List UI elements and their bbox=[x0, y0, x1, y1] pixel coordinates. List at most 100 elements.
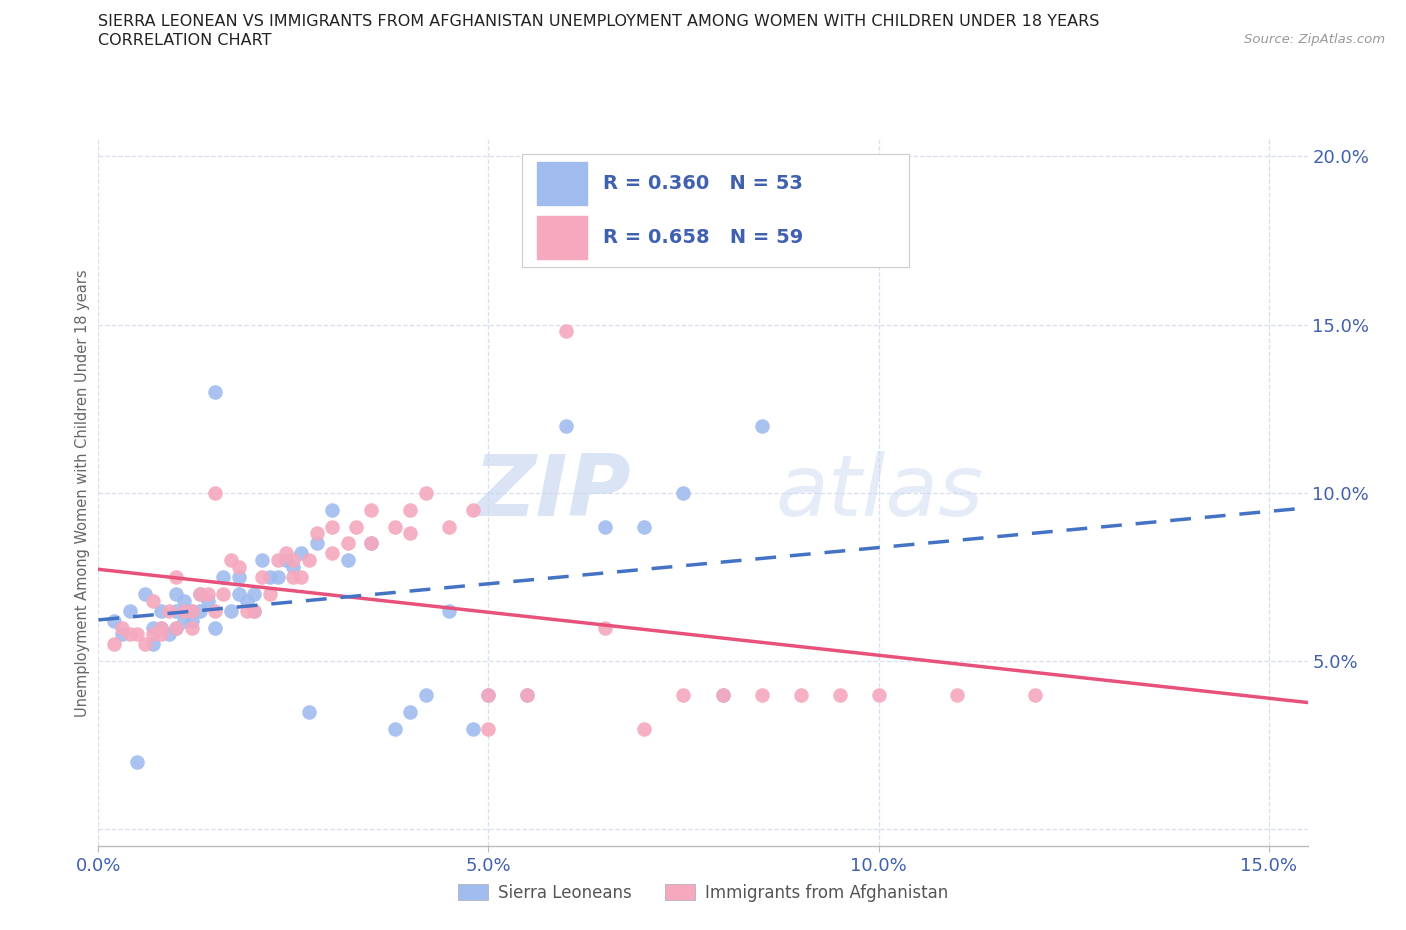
Point bbox=[555, 418, 578, 433]
Point bbox=[188, 587, 211, 602]
Text: CORRELATION CHART: CORRELATION CHART bbox=[98, 33, 271, 47]
Y-axis label: Unemployment Among Women with Children Under 18 years: Unemployment Among Women with Children U… bbox=[75, 269, 90, 717]
Point bbox=[283, 552, 305, 567]
Point bbox=[439, 604, 461, 618]
Point bbox=[305, 536, 328, 551]
Point bbox=[228, 587, 250, 602]
Point bbox=[321, 502, 343, 517]
Point bbox=[461, 721, 484, 736]
Point bbox=[399, 704, 422, 719]
Point bbox=[142, 637, 165, 652]
Point bbox=[672, 687, 695, 702]
Point bbox=[173, 604, 195, 618]
Point bbox=[415, 687, 437, 702]
Point bbox=[212, 587, 235, 602]
Point bbox=[477, 687, 499, 702]
Point bbox=[219, 604, 242, 618]
Point bbox=[274, 546, 297, 561]
Text: Source: ZipAtlas.com: Source: ZipAtlas.com bbox=[1244, 33, 1385, 46]
Point bbox=[344, 519, 367, 534]
Point bbox=[267, 569, 290, 584]
Bar bbox=[537, 216, 588, 259]
Point bbox=[243, 587, 266, 602]
Point bbox=[157, 604, 180, 618]
Point bbox=[204, 620, 226, 635]
Point bbox=[633, 721, 655, 736]
Point bbox=[165, 620, 187, 635]
Point bbox=[477, 721, 499, 736]
Point bbox=[127, 627, 149, 642]
Legend: Sierra Leoneans, Immigrants from Afghanistan: Sierra Leoneans, Immigrants from Afghani… bbox=[451, 877, 955, 909]
Point bbox=[633, 519, 655, 534]
Point bbox=[197, 593, 219, 608]
Point bbox=[235, 593, 257, 608]
Point bbox=[188, 587, 211, 602]
Point bbox=[165, 604, 187, 618]
Point bbox=[252, 569, 274, 584]
Point bbox=[127, 755, 149, 770]
Text: R = 0.658   N = 59: R = 0.658 N = 59 bbox=[603, 228, 803, 246]
Point bbox=[204, 485, 226, 500]
Point bbox=[212, 569, 235, 584]
Point bbox=[1024, 687, 1046, 702]
Point bbox=[337, 552, 360, 567]
Point bbox=[298, 552, 321, 567]
Point bbox=[149, 620, 172, 635]
Point bbox=[337, 536, 360, 551]
Point bbox=[290, 546, 312, 561]
Point bbox=[165, 569, 187, 584]
Point bbox=[118, 627, 141, 642]
Point bbox=[111, 620, 134, 635]
Point bbox=[142, 620, 165, 635]
Point bbox=[321, 546, 343, 561]
Point bbox=[173, 593, 195, 608]
Point bbox=[149, 627, 172, 642]
Point bbox=[439, 519, 461, 534]
Point bbox=[399, 525, 422, 540]
Text: atlas: atlas bbox=[776, 451, 984, 535]
Point bbox=[149, 620, 172, 635]
Point bbox=[181, 604, 204, 618]
Point bbox=[267, 552, 290, 567]
Point bbox=[197, 587, 219, 602]
Point bbox=[243, 604, 266, 618]
Point bbox=[283, 560, 305, 575]
Point bbox=[828, 687, 851, 702]
Point bbox=[461, 502, 484, 517]
Point bbox=[415, 485, 437, 500]
Point bbox=[181, 614, 204, 629]
Point bbox=[157, 627, 180, 642]
Point bbox=[243, 604, 266, 618]
Point bbox=[259, 587, 281, 602]
Point bbox=[399, 502, 422, 517]
Point bbox=[516, 687, 538, 702]
Point bbox=[555, 324, 578, 339]
Point bbox=[259, 569, 281, 584]
Point bbox=[228, 569, 250, 584]
Point bbox=[751, 418, 773, 433]
Point bbox=[305, 525, 328, 540]
Point bbox=[118, 604, 141, 618]
Point bbox=[477, 687, 499, 702]
Point bbox=[283, 569, 305, 584]
Point bbox=[173, 614, 195, 629]
Point bbox=[360, 536, 382, 551]
Point bbox=[595, 620, 617, 635]
Point bbox=[204, 604, 226, 618]
Point bbox=[181, 620, 204, 635]
Point bbox=[516, 687, 538, 702]
Point bbox=[711, 687, 734, 702]
Point bbox=[228, 560, 250, 575]
Point bbox=[134, 637, 156, 652]
Point bbox=[181, 604, 204, 618]
Point bbox=[165, 620, 187, 635]
Point bbox=[384, 519, 406, 534]
Point bbox=[252, 552, 274, 567]
Point bbox=[672, 485, 695, 500]
Point bbox=[204, 384, 226, 399]
Point bbox=[789, 687, 811, 702]
Point bbox=[384, 721, 406, 736]
Point bbox=[142, 627, 165, 642]
Point bbox=[945, 687, 967, 702]
Point bbox=[103, 614, 125, 629]
